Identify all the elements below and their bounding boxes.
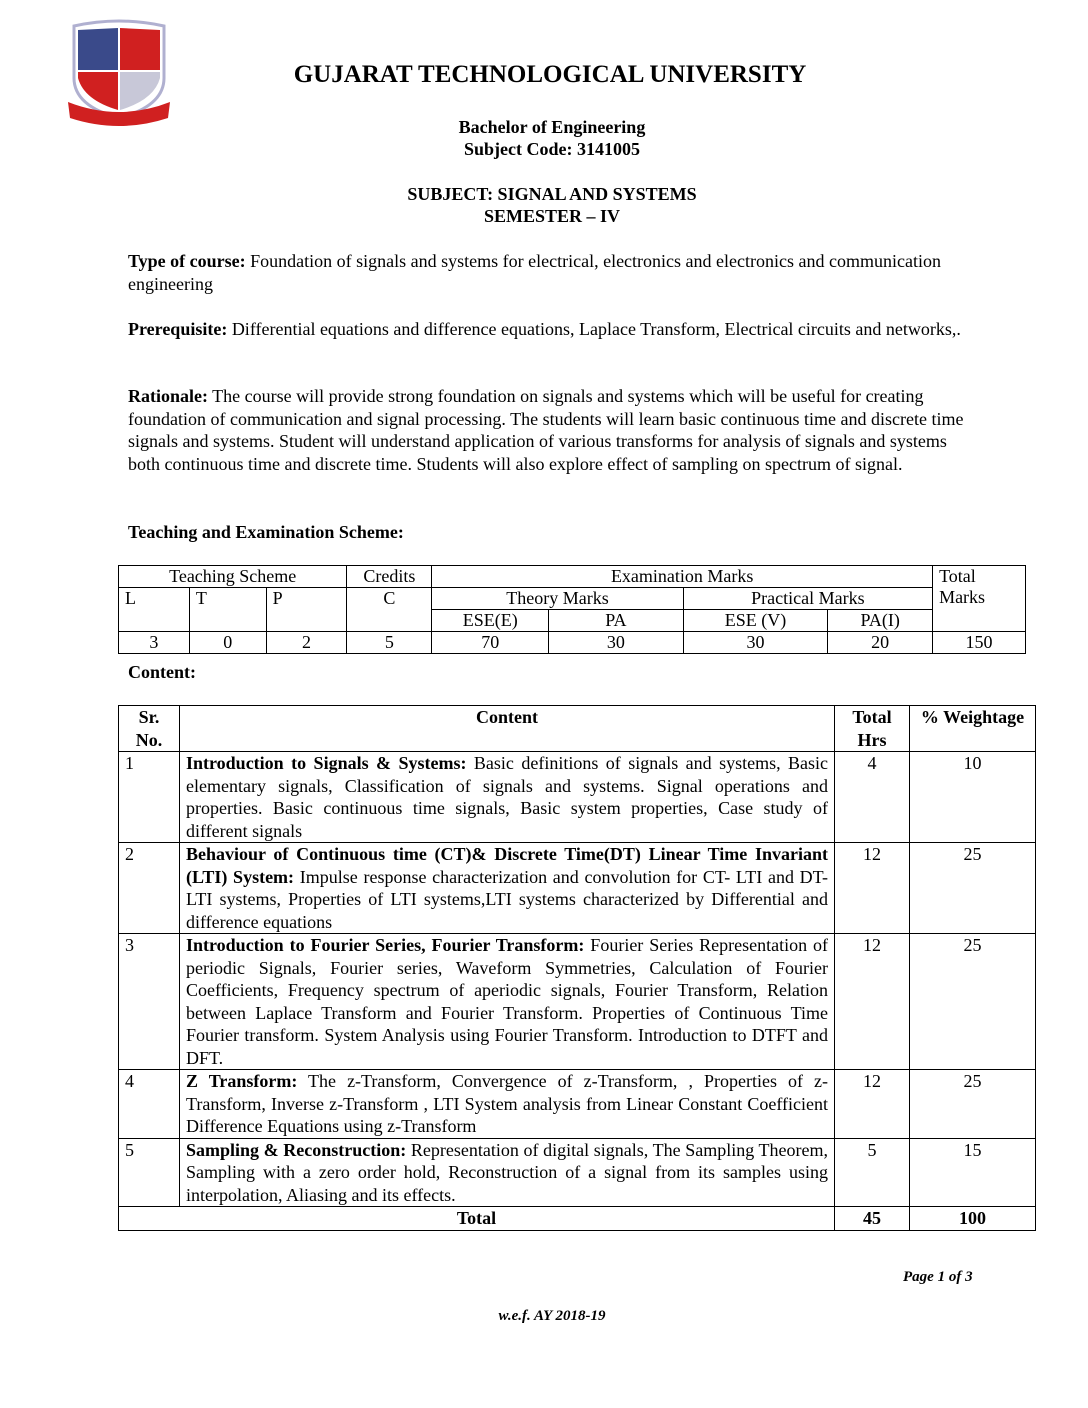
- rationale: Rationale: The course will provide stron…: [128, 385, 980, 475]
- cell: PA: [548, 609, 684, 632]
- scheme-value: 30: [548, 631, 684, 654]
- cell: T: [188, 587, 267, 632]
- teaching-scheme-table: Teaching Scheme Credits Examination Marks T…: [117, 565, 1026, 654]
- cell: ESE (V): [682, 609, 829, 632]
- weightage: 25: [909, 1069, 1036, 1139]
- sr-no: 2: [118, 842, 180, 934]
- cell: C: [346, 587, 433, 632]
- topic-text: Representation of digital signals, The S…: [186, 1139, 829, 1205]
- topic-text: The z-Transform, Convergence of z-Transf…: [186, 1071, 828, 1136]
- label: Rationale:: [128, 386, 208, 406]
- header-weightage: % Weightage: [909, 705, 1036, 752]
- hours: 5: [834, 1137, 910, 1207]
- content-heading: Content:: [128, 662, 196, 682]
- hours: 12: [834, 842, 910, 934]
- topic-title: Introduction to Fourier Series, Fourier …: [186, 935, 585, 955]
- page-number: Page 1 of 3: [903, 1269, 973, 1285]
- table-row: 2 Behaviour of Continuous time (CT)& Disc…: [118, 842, 1036, 934]
- topic-title: Introduction to Signals & Systems:: [186, 753, 467, 773]
- text: The course will provide strong foundatio…: [128, 386, 964, 474]
- scheme-value: 5: [346, 631, 433, 654]
- table-row: 1 Introduction to Signals & Systems: Basi…: [118, 751, 1036, 843]
- cell: Practical Marks: [682, 587, 934, 610]
- cell: Total Marks: [932, 565, 1026, 632]
- cell: Credits: [346, 565, 433, 588]
- table-row: 5 Sampling & Reconstruction: Representati…: [118, 1137, 1036, 1207]
- content-cell: Z Transform: The z-Transform, Convergenc…: [179, 1069, 835, 1139]
- cell: Theory Marks: [431, 587, 684, 610]
- cell: PA(I): [827, 609, 934, 632]
- cell: P: [265, 587, 348, 632]
- content-cell: Introduction to Signals & Systems: Basic…: [179, 751, 835, 843]
- university-logo: [68, 19, 170, 126]
- subject-code: Subject Code: 3141005: [464, 139, 640, 159]
- sr-no: 1: [118, 751, 180, 843]
- topic-title: Sampling & Reconstruction:: [186, 1139, 407, 1160]
- degree: Bachelor of Engineering: [458, 117, 646, 137]
- label: Type of course:: [128, 251, 246, 271]
- total-weight: 100: [909, 1206, 1036, 1231]
- type-of-course: Type of course: Foundation of signals an…: [128, 250, 978, 295]
- scheme-value: 30: [682, 631, 829, 654]
- weightage: 25: [909, 842, 1036, 934]
- sr-no: 5: [118, 1137, 180, 1207]
- scheme-value: 20: [827, 631, 934, 654]
- hours: 12: [834, 933, 910, 1070]
- scheme-value: 70: [431, 631, 550, 654]
- scheme-value: 2: [265, 631, 348, 654]
- cell: Teaching Scheme: [117, 565, 348, 588]
- header-sr: Sr. No.: [118, 705, 180, 752]
- content-cell: Introduction to Fourier Series, Fourier …: [179, 933, 835, 1070]
- label: Prerequisite:: [128, 319, 228, 339]
- topic-title: Behaviour of Continuous time (CT)& Discr…: [186, 844, 828, 887]
- weightage: 25: [909, 933, 1036, 1070]
- hours: 12: [834, 1069, 910, 1139]
- header-hrs: Total Hrs: [834, 705, 910, 752]
- scheme-value: 150: [932, 631, 1026, 654]
- content-cell: Behaviour of Continuous time (CT)& Discr…: [179, 842, 835, 934]
- hours: 4: [834, 751, 910, 843]
- scheme-value: 0: [188, 631, 267, 654]
- effective-year: w.e.f. AY 2018-19: [498, 1308, 606, 1324]
- topic-text: Basic definitions of signals and systems…: [186, 753, 829, 841]
- prerequisite: Prerequisite: Differential equations and…: [128, 318, 968, 341]
- cell: Examination Marks: [431, 565, 934, 588]
- text: Differential equations and difference eq…: [227, 319, 961, 339]
- cell: ESE(E): [431, 609, 550, 632]
- sr-no: 3: [118, 933, 180, 1070]
- content-cell: Sampling & Reconstruction: Representatio…: [179, 1137, 835, 1207]
- content-table: Sr. No. Content Total Hrs% Weightage 1 Intr…: [118, 705, 1036, 1231]
- weightage: 15: [909, 1137, 1036, 1207]
- header-content: Content: [179, 705, 835, 752]
- text: Foundation of signals and systems for el…: [128, 251, 941, 294]
- scheme-heading: Teaching and Examination Scheme:: [128, 522, 404, 542]
- total-label: Total: [118, 1206, 835, 1231]
- topic-title: Z Transform:: [186, 1071, 298, 1091]
- semester: SEMESTER – IV: [483, 206, 621, 226]
- scheme-values-row: 3 0 2 5 70 30 30 20 150: [118, 631, 1026, 654]
- cell: L: [118, 587, 190, 632]
- subject: SUBJECT: SIGNAL AND SYSTEMS: [407, 184, 697, 204]
- topic-text: Impulse response characterization and co…: [186, 866, 829, 932]
- table-row: 3 Introduction to Fourier Series, Fourier…: [118, 933, 1036, 1070]
- scheme-value: 3: [118, 631, 190, 654]
- university-name: GUJARAT TECHNOLOGICAL UNIVERSITY: [293, 61, 807, 88]
- weightage: 10: [909, 751, 1036, 843]
- total-hrs: 45: [834, 1206, 910, 1231]
- topic-text: Fourier Series Representation of periodi…: [186, 935, 829, 1068]
- sr-no: 4: [118, 1069, 180, 1139]
